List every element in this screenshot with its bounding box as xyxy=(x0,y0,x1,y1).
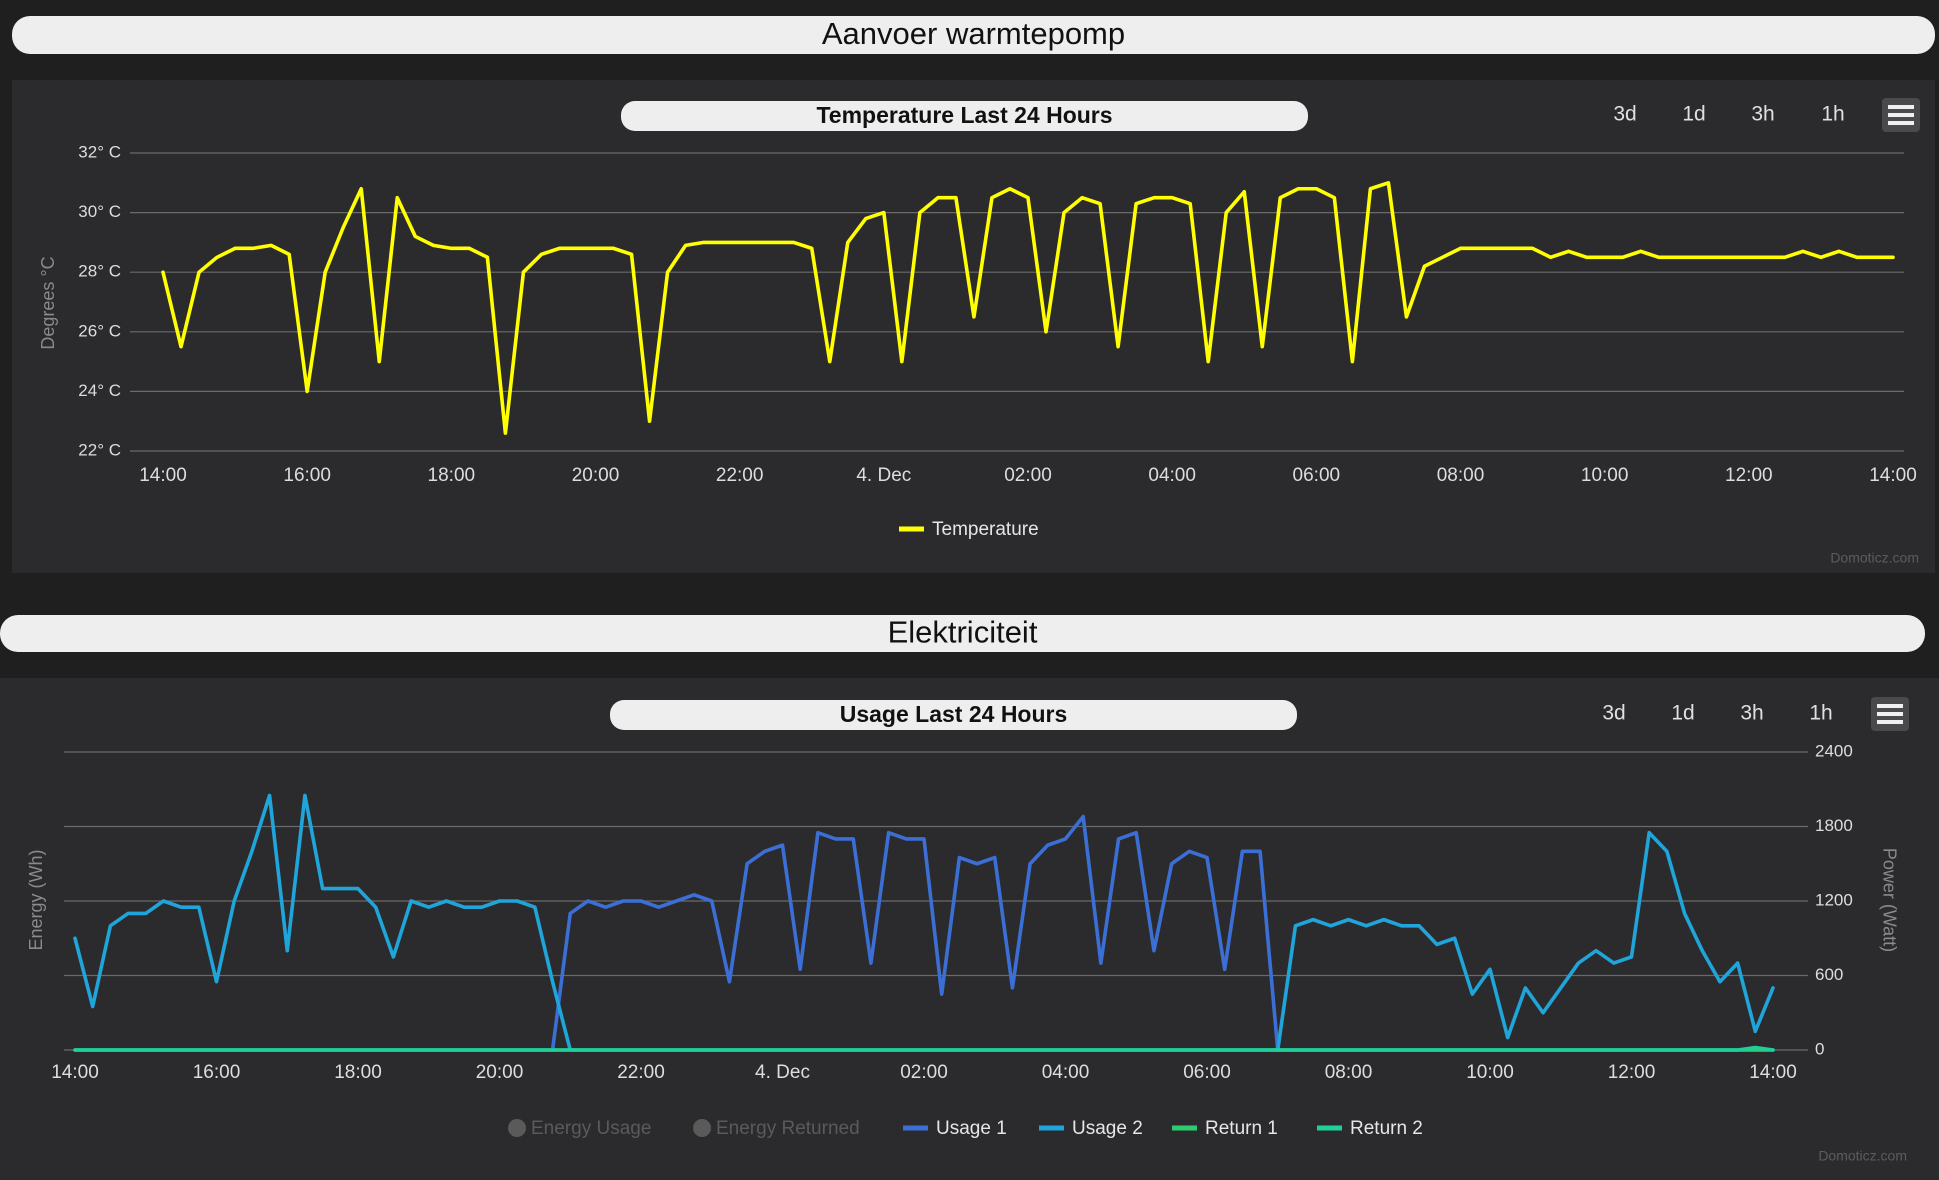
menu-icon-bar xyxy=(1888,121,1914,125)
y-tick-label: 24° C xyxy=(78,381,121,400)
chart-title: Temperature Last 24 Hours xyxy=(816,102,1112,128)
x-tick-label: 04:00 xyxy=(1148,465,1196,486)
legend-label[interactable]: Return 2 xyxy=(1350,1118,1423,1139)
legend-marker[interactable] xyxy=(1172,1125,1197,1131)
range-button[interactable]: 1h xyxy=(1809,702,1832,725)
y-tick-label: 22° C xyxy=(78,440,121,459)
y-tick-label: 30° C xyxy=(78,202,121,221)
y-axis-title: Energy (Wh) xyxy=(26,849,46,950)
chart-panel xyxy=(12,80,1935,573)
x-tick-label: 20:00 xyxy=(572,465,620,486)
legend-marker[interactable] xyxy=(508,1119,526,1137)
range-button[interactable]: 1d xyxy=(1671,702,1694,725)
section-title: Elektriciteit xyxy=(888,615,1038,650)
menu-icon-bar xyxy=(1888,105,1914,109)
y-tick-label: 26° C xyxy=(78,321,121,340)
series-line xyxy=(73,1045,1775,1052)
x-tick-label: 16:00 xyxy=(193,1062,241,1083)
y-tick-label: 32° C xyxy=(78,142,121,161)
legend-marker[interactable] xyxy=(903,1125,928,1131)
x-tick-label: 22:00 xyxy=(617,1062,665,1083)
x-tick-label: 06:00 xyxy=(1183,1062,1231,1083)
legend-marker[interactable] xyxy=(1039,1125,1064,1131)
x-tick-label: 12:00 xyxy=(1608,1062,1656,1083)
x-tick-label: 14:00 xyxy=(1749,1062,1797,1083)
x-tick-label: 02:00 xyxy=(900,1062,948,1083)
y-tick-label: 1200 xyxy=(1815,890,1853,909)
legend-marker[interactable] xyxy=(1317,1125,1342,1131)
x-tick-label: 14:00 xyxy=(139,465,187,486)
x-tick-label: 18:00 xyxy=(428,465,476,486)
range-button[interactable]: 1d xyxy=(1682,103,1705,126)
credit: Domoticz.com xyxy=(1830,550,1919,566)
y-tick-label: 2400 xyxy=(1815,741,1853,760)
x-tick-label: 14:00 xyxy=(51,1062,99,1083)
legend-label[interactable]: Usage 1 xyxy=(936,1118,1007,1139)
range-button[interactable]: 3h xyxy=(1740,702,1763,725)
range-button[interactable]: 3d xyxy=(1602,702,1625,725)
chart-title-pill xyxy=(610,700,1297,730)
x-tick-label: 16:00 xyxy=(283,465,331,486)
y-tick-label: 600 xyxy=(1815,965,1843,984)
y-tick-label: 28° C xyxy=(78,262,121,281)
credit: Domoticz.com xyxy=(1818,1148,1907,1164)
chart-title-pill xyxy=(621,101,1308,131)
x-tick-label: 14:00 xyxy=(1869,465,1917,486)
legend-label[interactable]: Temperature xyxy=(932,519,1039,540)
x-tick-label: 06:00 xyxy=(1293,465,1341,486)
legend-marker[interactable] xyxy=(693,1119,711,1137)
menu-icon-bar xyxy=(1877,712,1903,716)
menu-icon-bar xyxy=(1888,113,1914,117)
x-tick-label: 4. Dec xyxy=(856,465,911,486)
x-tick-label: 10:00 xyxy=(1466,1062,1514,1083)
legend-label[interactable]: Usage 2 xyxy=(1072,1118,1143,1139)
menu-icon-bar xyxy=(1877,704,1903,708)
section-header xyxy=(12,16,1935,54)
section-header xyxy=(0,615,1925,652)
y-tick-label: 1800 xyxy=(1815,816,1853,835)
chart-panel xyxy=(0,678,1939,1180)
y-tick-label: 0 xyxy=(1815,1039,1824,1058)
series-line xyxy=(161,181,1895,435)
section-title: Aanvoer warmtepomp xyxy=(822,16,1125,51)
legend-label[interactable]: Return 1 xyxy=(1205,1118,1278,1139)
x-tick-label: 08:00 xyxy=(1325,1062,1373,1083)
x-tick-label: 22:00 xyxy=(716,465,764,486)
x-tick-label: 20:00 xyxy=(476,1062,524,1083)
x-tick-label: 10:00 xyxy=(1581,465,1629,486)
legend-label[interactable]: Energy Returned xyxy=(716,1118,860,1139)
legend-label[interactable]: Energy Usage xyxy=(531,1118,651,1139)
legend-marker[interactable] xyxy=(899,526,924,532)
range-button[interactable]: 1h xyxy=(1821,103,1844,126)
x-tick-label: 04:00 xyxy=(1042,1062,1090,1083)
x-tick-label: 4. Dec xyxy=(755,1062,810,1083)
range-button[interactable]: 3d xyxy=(1613,103,1636,126)
x-tick-label: 12:00 xyxy=(1725,465,1773,486)
range-button[interactable]: 3h xyxy=(1751,103,1774,126)
x-tick-label: 02:00 xyxy=(1004,465,1052,486)
x-tick-label: 08:00 xyxy=(1437,465,1485,486)
y-axis-title: Degrees °C xyxy=(38,256,58,349)
y2-axis-title: Power (Watt) xyxy=(1879,848,1899,952)
x-tick-label: 18:00 xyxy=(334,1062,382,1083)
chart-title: Usage Last 24 Hours xyxy=(840,701,1068,727)
menu-icon-bar xyxy=(1877,720,1903,724)
